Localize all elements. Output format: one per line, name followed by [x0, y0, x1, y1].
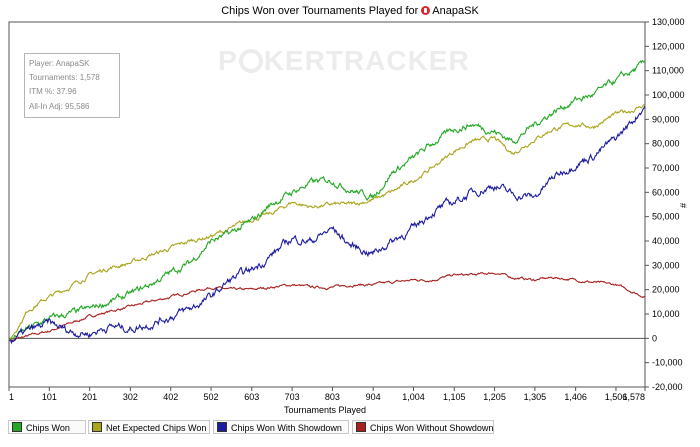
x-axis: 1 101 201 302 402 502 603 703 803 904 1,004 1,105 1,… — [8, 387, 646, 402]
legend-swatch — [92, 422, 102, 432]
x-tick-label: 703 — [285, 392, 300, 402]
legend-swatch — [217, 422, 227, 432]
series-layer — [8, 59, 646, 345]
legend-label: Chips Won With Showdown — [231, 423, 342, 433]
x-tick-label: 1,578 — [622, 392, 645, 402]
legend-item-without-showdown[interactable]: Chips Won Without Showdown — [352, 420, 494, 434]
x-tick-label: 1,506 — [605, 392, 628, 402]
info-itm: ITM %: 37.96 — [29, 87, 77, 97]
x-tick-label: 1,305 — [524, 392, 547, 402]
x-tick-label: 1,004 — [402, 392, 425, 402]
info-tournaments: Tournaments: 1,578 — [29, 73, 100, 83]
x-tick-label: 1,406 — [564, 392, 587, 402]
x-tick-label: 101 — [42, 392, 57, 402]
legend-label: Chips Won — [26, 423, 70, 433]
x-tick-label: 302 — [123, 392, 138, 402]
info-player: Player: AnapaSK — [29, 59, 90, 68]
x-axis-title: Tournaments Played — [283, 405, 367, 415]
x-tick-label: 201 — [82, 392, 97, 402]
x-tick-label: 803 — [325, 392, 340, 402]
chart-title-text: Chips Won over Tournaments Played for — [221, 5, 419, 17]
x-tick-label: 1 — [9, 392, 14, 402]
player-icon — [421, 6, 431, 15]
y-tick-label: 60,000 — [652, 187, 680, 197]
y-tick-label: 130,000 — [652, 17, 685, 27]
y-tick-label: 80,000 — [652, 139, 680, 149]
info-allin: All-In Adj: 95,586 — [29, 101, 90, 111]
legend-item-with-showdown[interactable]: Chips Won With Showdown — [213, 420, 349, 434]
x-tick-label: 1,205 — [483, 392, 506, 402]
x-tick-label: 502 — [204, 392, 219, 402]
y-tick-label: 120,000 — [652, 41, 685, 51]
y-axis-title: # — [678, 203, 688, 209]
watermark-ker: KER — [263, 45, 326, 76]
player-info-box: Player: AnapaSK Tournaments: 1,578 ITM %… — [24, 53, 120, 118]
x-tick-label: 402 — [163, 392, 178, 402]
y-tick-label: 110,000 — [652, 66, 684, 76]
y-tick-label: -20,000 — [652, 382, 683, 392]
chart-title-player: AnapaSK — [432, 5, 479, 17]
y-tick-label: 100,000 — [652, 90, 685, 100]
series-line-1 — [8, 104, 645, 342]
series-line-2 — [8, 106, 646, 345]
chart-title: Chips Won over Tournaments Played for Ana… — [0, 5, 700, 17]
legend-swatch — [356, 422, 366, 432]
legend-swatch — [12, 422, 22, 432]
y-axis: -20,000 -10,000 0 10,000 20,000 30,000 40,000 5… — [645, 17, 685, 392]
y-tick-label: 0 — [652, 333, 657, 343]
watermark-tracker: TRACKER — [325, 45, 470, 76]
x-tick-label: 904 — [366, 392, 381, 402]
y-tick-label: 30,000 — [652, 260, 680, 270]
x-tick-label: 603 — [244, 392, 259, 402]
y-tick-label: 20,000 — [652, 285, 680, 295]
legend-label: Net Expected Chips Won — [106, 423, 207, 433]
y-tick-label: 10,000 — [652, 309, 680, 319]
y-tick-label: 50,000 — [652, 212, 680, 222]
y-tick-label: -10,000 — [652, 358, 683, 368]
series-line-0 — [8, 59, 645, 342]
x-tick-label: 1,105 — [443, 392, 466, 402]
watermark-letter-p: P — [218, 45, 238, 76]
pokertracker-watermark: P KERTRACKER — [218, 45, 470, 77]
poker-chip-icon — [238, 49, 263, 73]
series-line-3 — [8, 271, 645, 342]
y-tick-label: 90,000 — [652, 114, 680, 124]
y-tick-label: 70,000 — [652, 163, 680, 173]
legend-item-net-expected[interactable]: Net Expected Chips Won — [88, 420, 210, 434]
legend-item-chips-won[interactable]: Chips Won — [8, 420, 86, 434]
legend-label: Chips Won Without Showdown — [370, 423, 494, 433]
y-tick-label: 40,000 — [652, 236, 680, 246]
